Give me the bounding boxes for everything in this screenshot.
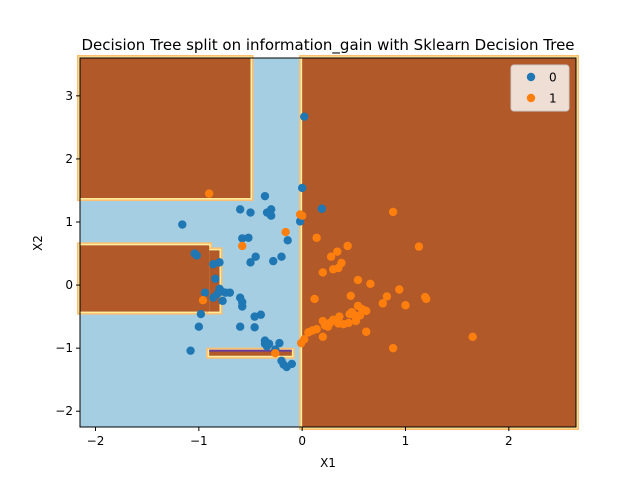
scatter-point-class-1 <box>388 207 398 217</box>
scatter-point-class-0 <box>277 252 286 261</box>
scatter-point-class-1 <box>312 325 321 334</box>
scatter-point-class-0 <box>186 346 195 355</box>
y-tick-label: −1 <box>55 341 73 355</box>
y-axis-label: X2 <box>31 235 45 251</box>
x-axis-label: X1 <box>320 456 336 470</box>
x-tick-label: 1 <box>402 434 410 448</box>
scatter-point-class-0 <box>251 252 260 261</box>
scatter-point-class-0 <box>200 288 210 297</box>
y-tick-label: 3 <box>65 89 73 103</box>
region-class-1 <box>80 58 251 199</box>
scatter-point-class-1 <box>362 306 371 316</box>
scatter-point-class-1 <box>334 263 343 273</box>
scatter-point-class-0 <box>196 309 206 319</box>
scatter-point-class-1 <box>333 247 342 256</box>
scatter-point-class-0 <box>262 342 272 351</box>
scatter-point-class-1 <box>281 227 290 237</box>
scatter-point-class-1 <box>304 328 313 337</box>
scatter-point-class-1 <box>312 233 321 242</box>
scatter-point-class-0 <box>275 338 284 348</box>
scatter-point-class-1 <box>343 241 352 251</box>
scatter-point-class-1 <box>198 296 208 305</box>
scatter-point-class-1 <box>414 242 424 251</box>
y-tick-label: 1 <box>65 215 73 229</box>
scatter-point-class-0 <box>235 205 245 214</box>
scatter-point-class-1 <box>297 211 307 220</box>
scatter-point-class-1 <box>378 299 387 308</box>
scatter-point-class-1 <box>238 241 247 251</box>
scatter-point-class-1 <box>346 291 355 300</box>
scatter-point-class-0 <box>211 274 220 283</box>
scatter-point-class-1 <box>344 318 353 328</box>
scatter-point-class-0 <box>246 208 255 217</box>
scatter-point-class-0 <box>178 220 187 229</box>
scatter-point-class-1 <box>310 294 319 304</box>
scatter-point-class-1 <box>323 322 333 331</box>
scatter-points <box>178 112 477 372</box>
scatter-point-class-1 <box>401 301 410 310</box>
scatter-point-class-0 <box>209 293 218 302</box>
scatter-point-class-0 <box>225 288 235 297</box>
y-tick-label: −2 <box>55 404 73 418</box>
scatter-point-class-0 <box>238 234 247 243</box>
x-tick-label: 2 <box>505 434 513 448</box>
scatter-point-class-0 <box>238 302 247 311</box>
scatter-point-class-1 <box>318 332 328 341</box>
scatter-point-class-0 <box>317 204 326 213</box>
scatter-point-class-0 <box>218 296 227 306</box>
scatter-point-class-0 <box>283 236 292 245</box>
scatter-point-class-0 <box>297 183 307 193</box>
legend-box <box>510 64 570 112</box>
scatter-point-class-0 <box>269 256 278 266</box>
scatter-point-class-0 <box>250 323 259 332</box>
scatter-point-class-0 <box>244 233 253 242</box>
x-tick-label: −1 <box>190 434 208 448</box>
scatter-point-class-1 <box>318 268 328 277</box>
scatter-point-class-0 <box>215 258 224 267</box>
scatter-point-class-0 <box>194 322 204 331</box>
legend-label: 1 <box>549 92 557 106</box>
legend-marker <box>526 93 536 103</box>
scatter-point-class-0 <box>260 191 270 201</box>
legend-label: 0 <box>549 71 557 85</box>
scatter-point-class-0 <box>192 251 201 260</box>
scatter-point-class-0 <box>287 359 297 369</box>
scatter-point-class-1 <box>395 285 404 294</box>
x-tick-label: 0 <box>298 434 306 448</box>
legend-marker <box>526 72 536 82</box>
scatter-point-class-0 <box>246 258 255 267</box>
scatter-point-class-1 <box>204 189 214 198</box>
scatter-point-class-0 <box>300 112 309 121</box>
scatter-point-class-1 <box>349 310 359 319</box>
scatter-point-class-1 <box>421 294 431 304</box>
y-tick-label: 0 <box>65 278 73 292</box>
decision-regions <box>77 55 579 430</box>
region-boundary-line <box>209 349 292 352</box>
scatter-point-class-1 <box>366 279 375 289</box>
region-class-1 <box>80 245 210 312</box>
plot-frame <box>79 57 577 428</box>
scatter-point-class-0 <box>235 322 245 331</box>
scatter-point-class-1 <box>353 275 363 285</box>
scatter-point-class-1 <box>362 327 371 336</box>
scatter-point-class-1 <box>271 349 280 358</box>
scatter-point-class-1 <box>296 338 306 348</box>
scatter-point-class-1 <box>468 332 477 341</box>
y-tick-label: 2 <box>65 152 73 166</box>
scatter-point-class-1 <box>326 252 336 261</box>
x-axis-ticks: −2 −1 0 1 2 <box>87 427 513 448</box>
legend: 01 <box>510 64 570 112</box>
scatter-point-class-0 <box>266 211 276 220</box>
region-class-1 <box>302 58 576 427</box>
x-tick-label: −2 <box>87 434 105 448</box>
region-class-1 <box>209 350 292 356</box>
scatter-point-class-1 <box>351 316 361 326</box>
y-axis-ticks: −2 −1 0 1 2 3 <box>55 89 80 418</box>
scatter-point-class-1 <box>382 292 392 301</box>
scatter-point-class-0 <box>256 310 266 319</box>
chart-title: Decision Tree split on information_gain … <box>81 36 574 55</box>
scatter-point-class-1 <box>388 343 398 353</box>
